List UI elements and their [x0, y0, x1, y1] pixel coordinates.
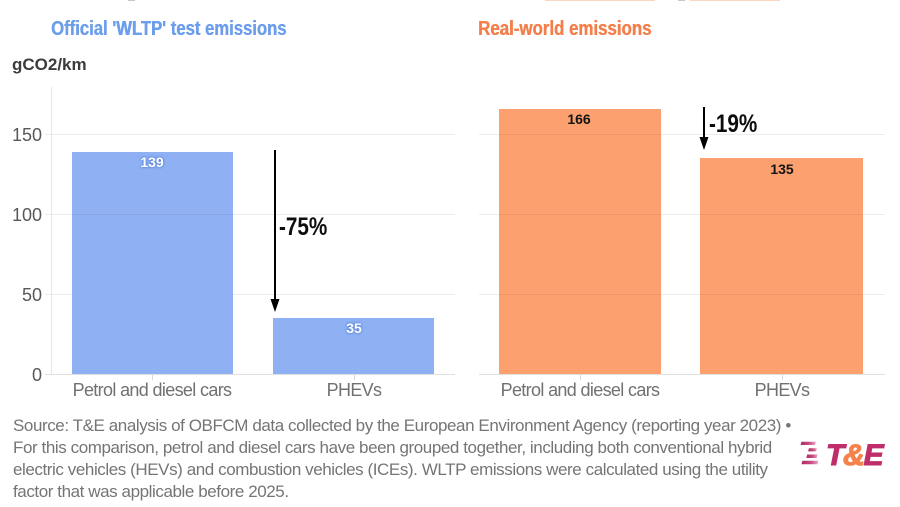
svg-text:T&E: T&E: [826, 439, 885, 470]
